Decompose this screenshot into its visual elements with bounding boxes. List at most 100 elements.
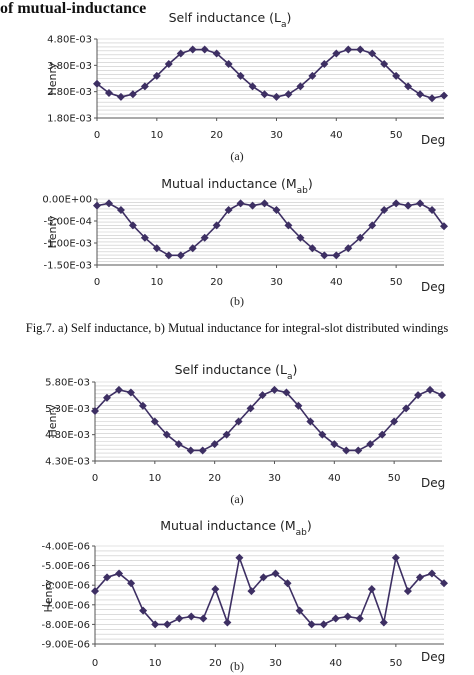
y-tick-label: 5.30E-03 [45,404,90,415]
data-point [139,606,148,615]
data-point [188,244,197,253]
chart-title-subscript: a [287,372,293,382]
y-tick-label: -4.00E-06 [41,542,90,553]
chart-title: Self inductance (La) [175,362,298,382]
data-point [152,244,161,253]
data-point [164,60,173,69]
x-tick-label: 30 [270,130,283,141]
data-point [344,45,353,54]
data-point [356,233,365,242]
data-point [296,233,305,242]
x-tick-label: 50 [389,658,402,669]
data-point [103,573,112,582]
y-tick-label: 2.80E-03 [47,87,92,98]
panel-label: (b) [230,659,244,673]
data-point [212,49,221,58]
data-point [91,587,99,596]
chart-title-subscript: ab [297,186,309,196]
data-point [308,244,317,253]
chart-4: Mutual inductance (Mab) -9.00E-06 -8.00E-0… [41,518,448,673]
data-point [175,614,184,623]
data-point [176,49,185,58]
y-tick-label: -6.00E-06 [41,581,90,592]
chart-title-text: Mutual inductance (M [161,176,296,191]
data-point [332,49,341,58]
data-point [427,569,436,578]
y-axis-label: Henry [42,579,55,613]
data-point [272,206,281,214]
panel-label: (b) [230,294,244,308]
data-point [212,221,221,230]
data-point [126,388,135,397]
y-tick-label: -7.00E-06 [41,600,90,611]
data-point [93,79,101,88]
series-line [96,202,445,257]
chart-title-text: Mutual inductance (M [160,518,295,533]
x-tick-label: 40 [329,658,342,669]
chart-title: Mutual inductance (Mab) [161,176,313,196]
x-tick-label: 50 [388,473,401,484]
data-point [116,206,125,214]
data-point [392,71,401,80]
data-point [116,92,125,101]
data-point [390,417,399,426]
y-axis-label: Henry [46,215,59,249]
chart-title-text: Self inductance (L [169,10,281,25]
data-point [380,60,389,69]
data-point [415,573,424,582]
y-tick-label: 5.80E-03 [45,378,90,389]
chart-title-text: Self inductance (L [175,362,287,377]
data-point [271,569,280,578]
data-point [366,440,375,449]
data-point [150,417,159,426]
data-point [296,82,305,91]
x-axis-label: Deg [421,280,445,294]
data-point [260,199,269,208]
data-point [246,404,255,413]
x-tick-label: 20 [208,473,221,484]
x-tick-label: 0 [92,473,98,484]
x-tick-label: 0 [94,130,100,141]
x-tick-label: 0 [94,277,100,288]
x-tick-label: 20 [209,658,222,669]
y-tick-label: -1.50E-03 [43,261,92,272]
data-point [284,221,293,230]
data-point [272,92,281,101]
data-point [391,553,400,562]
data-point [223,618,232,627]
x-axis-label: Deg [421,133,445,147]
data-point [247,587,256,596]
data-point [438,391,446,400]
data-point [283,579,292,588]
data-point [368,49,377,58]
data-point [330,440,339,449]
data-point [270,385,279,394]
x-tick-label: 40 [328,473,341,484]
data-point [367,585,376,594]
y-tick-label: -5.00E-04 [43,217,92,228]
top-caption: of mutual-inductance [0,0,147,17]
x-tick-label: 50 [390,277,403,288]
y-tick-label: -8.00E-06 [41,620,90,631]
data-point [380,206,389,214]
data-point [308,71,317,80]
data-point [114,385,123,394]
x-tick-label: 10 [150,130,163,141]
x-tick-label: 10 [149,658,162,669]
chart-2: Mutual inductance (Mab) -1.50E-03 -1.00E-0… [42,176,448,308]
data-point [343,612,352,621]
data-point [379,618,388,627]
data-point [188,45,197,54]
chart-title-close: ) [287,10,292,25]
data-point [440,222,448,231]
data-point [127,579,136,588]
y-tick-label: -9.00E-06 [41,640,90,651]
chart-title-close: ) [308,176,313,191]
data-point [104,88,113,97]
x-tick-label: 20 [210,130,223,141]
panel-label: (a) [230,149,243,163]
panel-label: (a) [230,492,243,506]
data-point [378,430,387,439]
x-tick-label: 30 [270,277,283,288]
